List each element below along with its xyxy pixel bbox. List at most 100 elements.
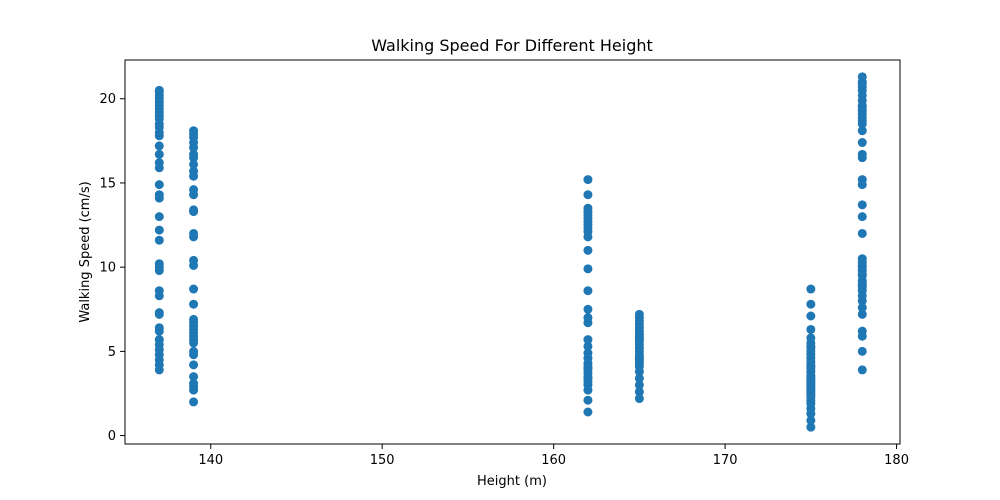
- x-tick-label: 180: [884, 453, 909, 468]
- data-point: [189, 397, 199, 407]
- data-point: [583, 373, 593, 383]
- data-point: [583, 348, 593, 358]
- x-tick-label: 160: [541, 453, 566, 468]
- y-tick-label: 15: [99, 176, 116, 191]
- data-point: [189, 284, 199, 294]
- data-point: [634, 387, 644, 397]
- data-point: [857, 282, 867, 292]
- y-tick-label: 10: [99, 261, 116, 276]
- data-point: [806, 422, 816, 432]
- x-tick-label: 140: [198, 453, 223, 468]
- data-point: [806, 333, 816, 343]
- data-point: [806, 373, 816, 383]
- data-point: [857, 365, 867, 375]
- x-axis-label: Height (m): [477, 474, 547, 489]
- data-point: [857, 254, 867, 264]
- data-point: [634, 394, 644, 404]
- data-point: [583, 175, 593, 185]
- data-point: [189, 205, 199, 215]
- data-point: [189, 185, 199, 195]
- data-point: [634, 351, 644, 361]
- data-point: [857, 303, 867, 313]
- data-point: [806, 415, 816, 425]
- data-point: [857, 79, 867, 89]
- x-tick-label: 170: [713, 453, 738, 468]
- data-point: [857, 212, 867, 222]
- data-point: [154, 212, 164, 222]
- data-point: [857, 72, 867, 82]
- data-point: [583, 407, 593, 417]
- data-point: [189, 299, 199, 309]
- data-point: [583, 286, 593, 296]
- data-point: [583, 335, 593, 345]
- data-point: [154, 235, 164, 245]
- data-point: [189, 126, 199, 136]
- y-tick-label: 5: [108, 345, 116, 360]
- data-point: [634, 380, 644, 390]
- data-point: [857, 175, 867, 185]
- data-point: [583, 363, 593, 373]
- data-points: [154, 72, 867, 432]
- data-point: [634, 309, 644, 319]
- data-point: [857, 269, 867, 279]
- data-point: [583, 264, 593, 274]
- x-tick-label: 150: [370, 453, 395, 468]
- data-point: [154, 286, 164, 296]
- x-axis-ticks: 140 150 160 170 180: [198, 444, 909, 468]
- data-point: [583, 313, 593, 323]
- data-point: [154, 308, 164, 318]
- data-point: [857, 228, 867, 238]
- data-point: [154, 180, 164, 190]
- y-axis-ticks: 0 5 10 15 20: [99, 92, 125, 444]
- data-point: [583, 245, 593, 255]
- data-point: [806, 341, 816, 351]
- data-point: [583, 304, 593, 314]
- data-point: [806, 390, 816, 400]
- y-tick-label: 20: [99, 92, 116, 107]
- data-point: [189, 149, 199, 159]
- data-point: [189, 166, 199, 176]
- data-point: [189, 372, 199, 382]
- data-point: [189, 360, 199, 370]
- data-point: [857, 309, 867, 319]
- data-point: [857, 200, 867, 210]
- data-point: [857, 138, 867, 148]
- plot-frame: [124, 59, 901, 445]
- data-point: [583, 203, 593, 213]
- data-point: [189, 346, 199, 356]
- data-point: [583, 190, 593, 200]
- y-tick-label: 0: [108, 429, 116, 444]
- data-point: [857, 126, 867, 136]
- data-point: [189, 378, 199, 388]
- data-point: [583, 395, 593, 405]
- data-point: [154, 323, 164, 333]
- chart-title: Walking Speed For Different Height: [371, 36, 653, 55]
- data-point: [806, 362, 816, 372]
- data-point: [154, 225, 164, 235]
- data-point: [189, 314, 199, 324]
- data-point: [857, 262, 867, 272]
- data-point: [189, 159, 199, 169]
- data-point: [154, 85, 164, 95]
- data-point: [634, 373, 644, 383]
- y-axis-label: Walking Speed (cm/s): [78, 181, 93, 322]
- data-point: [857, 116, 867, 126]
- data-point: [189, 228, 199, 238]
- data-point: [154, 158, 164, 168]
- data-point: [857, 149, 867, 159]
- data-point: [154, 259, 164, 269]
- data-point: [154, 149, 164, 159]
- data-point: [806, 284, 816, 294]
- data-point: [154, 190, 164, 200]
- data-point: [189, 255, 199, 265]
- data-point: [806, 299, 816, 309]
- data-point: [857, 102, 867, 112]
- data-point: [806, 324, 816, 334]
- data-point: [857, 346, 867, 356]
- data-point: [857, 326, 867, 336]
- data-point: [806, 311, 816, 321]
- data-point: [154, 141, 164, 151]
- data-point: [583, 341, 593, 351]
- data-point: [154, 335, 164, 345]
